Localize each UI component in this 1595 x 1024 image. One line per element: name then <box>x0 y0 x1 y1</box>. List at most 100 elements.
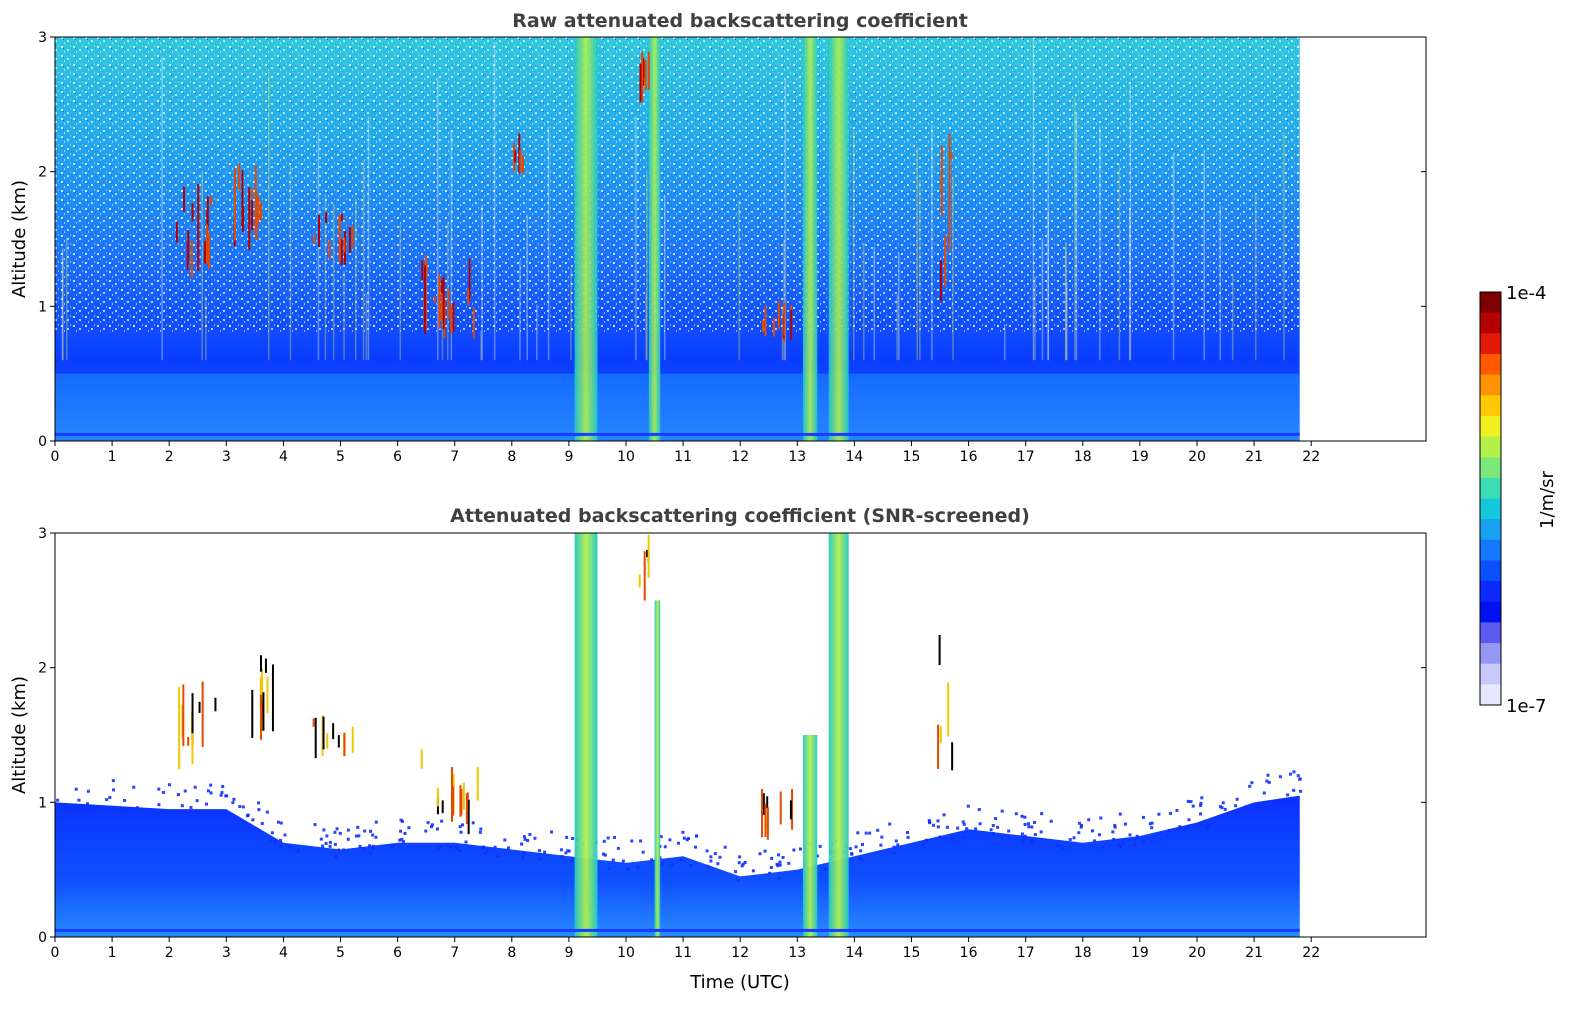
boundary-layer-edge <box>56 798 60 802</box>
boundary-layer-edge <box>860 843 864 847</box>
boundary-layer-edge <box>936 819 940 823</box>
cloud-streak <box>340 213 343 222</box>
boundary-layer-edge <box>603 853 607 857</box>
boundary-layer-edge <box>86 789 90 793</box>
boundary-layer-edge <box>1030 839 1034 843</box>
boundary-layer-edge <box>1205 825 1209 829</box>
colorbar-step <box>1480 333 1501 355</box>
boundary-layer-edge <box>777 853 781 857</box>
boundary-layer-edge <box>123 799 127 803</box>
boundary-layer-edge <box>374 820 378 824</box>
boundary-layer-edge <box>368 844 372 848</box>
x-tick-label: 9 <box>564 449 573 465</box>
precipitation-column <box>803 37 818 441</box>
noise-streak <box>1099 125 1101 361</box>
cloud-streak <box>313 234 316 244</box>
boundary-layer-edge <box>616 846 620 850</box>
boundary-layer-edge <box>559 848 563 852</box>
boundary-layer-edge <box>792 848 796 852</box>
boundary-layer <box>55 373 1300 441</box>
cloud-streak <box>472 306 475 339</box>
boundary-layer-edge <box>481 845 485 849</box>
boundary-layer-edge <box>338 831 342 835</box>
noise-streak <box>1231 273 1234 361</box>
x-tick-label: 13 <box>788 945 806 961</box>
boundary-layer-edge <box>429 825 433 829</box>
boundary-layer-edge <box>1020 814 1024 818</box>
boundary-layer-edge <box>1121 841 1125 845</box>
boundary-layer-edge <box>231 801 235 805</box>
x-tick-label: 2 <box>165 945 174 961</box>
boundary-layer-edge <box>1282 800 1286 804</box>
boundary-layer-edge <box>1262 791 1266 795</box>
boundary-layer-edge <box>369 829 373 833</box>
noise-streak <box>324 193 327 361</box>
boundary-layer-edge <box>763 849 767 853</box>
boundary-layer-edge <box>1267 780 1271 784</box>
x-tick-label: 11 <box>674 449 692 465</box>
boundary-layer-edge <box>938 835 942 839</box>
cloud-streak <box>938 634 941 666</box>
x-tick-label: 5 <box>336 449 345 465</box>
cloud-streak <box>948 133 951 252</box>
boundary-layer-edge <box>1079 825 1083 829</box>
noise-streak <box>367 116 370 361</box>
boundary-layer-edge <box>458 825 462 829</box>
boundary-layer-edge <box>738 855 742 859</box>
boundary-layer-edge <box>1111 830 1115 834</box>
boundary-layer-edge <box>778 860 782 864</box>
boundary-layer-edge <box>471 821 475 825</box>
boundary-layer-edge <box>723 845 727 849</box>
noise-streak <box>332 204 335 361</box>
boundary-layer-edge <box>694 845 698 849</box>
cloud-streak <box>259 655 262 672</box>
x-tick-label: 7 <box>450 945 459 961</box>
boundary-layer-edge <box>260 821 264 825</box>
boundary-layer-edge <box>189 805 193 809</box>
cloud-streak <box>450 305 453 334</box>
boundary-layer-edge <box>319 837 323 841</box>
cloud-streak <box>318 214 321 248</box>
cloud-streak <box>260 202 263 221</box>
noise-streak <box>916 147 918 361</box>
boundary-layer-edge <box>734 870 738 874</box>
boundary-layer-edge <box>1200 796 1204 800</box>
cloud-streak <box>512 142 515 172</box>
x-tick-label: 8 <box>507 449 516 465</box>
cloud-streak <box>314 717 317 759</box>
boundary-layer-edge <box>1079 824 1083 828</box>
boundary-layer-edge <box>709 859 713 863</box>
boundary-layer-edge <box>928 821 932 825</box>
cloud-streak <box>762 793 765 815</box>
boundary-layer-edge <box>736 878 740 882</box>
cloud-streak <box>452 302 455 332</box>
noise-streak <box>1041 238 1044 361</box>
noise-streak <box>354 198 357 361</box>
boundary-layer-edge <box>390 844 394 848</box>
boundary-layer-edge <box>269 838 273 842</box>
boundary-layer-edge <box>1244 805 1248 809</box>
boundary-layer-edge <box>1123 822 1127 826</box>
precipitation-column <box>574 37 598 441</box>
boundary-layer-edge <box>1187 818 1191 822</box>
x-tick-label: 4 <box>279 449 288 465</box>
noise-streak <box>481 204 483 361</box>
boundary-layer-edge <box>921 842 925 846</box>
y-tick-label: 1 <box>38 795 47 811</box>
cloud-streak <box>944 235 947 287</box>
boundary-layer-edge <box>484 851 488 855</box>
cloud-streak <box>450 767 453 822</box>
boundary-layer-edge <box>613 835 617 839</box>
boundary-layer-edge <box>1199 803 1203 807</box>
boundary-layer-edge <box>1113 823 1117 827</box>
boundary-layer-edge <box>478 830 482 834</box>
panel2-xlabel: Time (UTC) <box>689 972 790 993</box>
boundary-layer-edge <box>526 839 530 843</box>
boundary-layer-edge <box>279 838 283 842</box>
precipitation-column <box>574 533 598 937</box>
colorbar-step <box>1480 436 1501 458</box>
colorbar-step <box>1480 415 1501 438</box>
precipitation-column <box>828 533 849 937</box>
boundary-layer <box>55 795 1300 937</box>
boundary-layer-edge <box>1135 834 1139 838</box>
